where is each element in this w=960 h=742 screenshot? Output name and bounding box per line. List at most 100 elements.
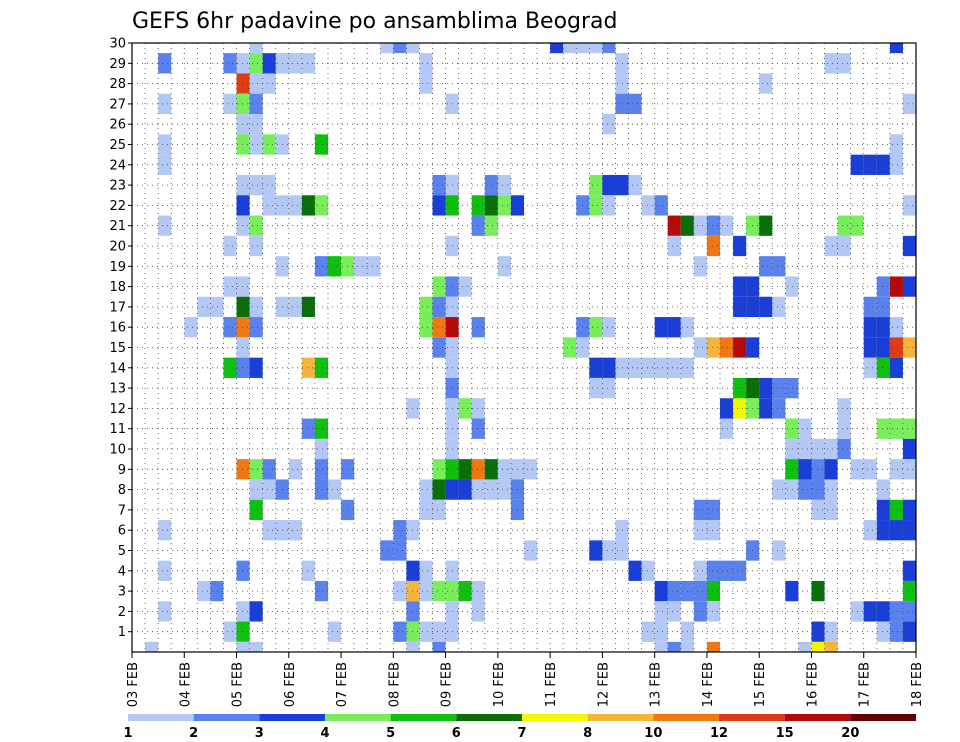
heatmap-cell-224 [772, 296, 786, 318]
heatmap-cell-252 [772, 377, 786, 399]
heatmap-cell-255 [759, 398, 773, 419]
heatmap-cell-74 [236, 641, 250, 652]
y-tick-label-12: 12 [109, 402, 126, 417]
x-tick-label-2: 05 FEB [231, 662, 246, 707]
heatmap-cell-113 [484, 195, 498, 216]
heatmap-cell-370 [902, 580, 916, 602]
heatmap-cell-205 [667, 215, 681, 236]
heatmap-cell-305 [902, 337, 916, 358]
heatmap-cell-218 [733, 276, 747, 297]
heatmap-cell-290 [733, 560, 747, 581]
heatmap-cell-61 [262, 479, 276, 500]
heatmap-cell-285 [876, 520, 890, 541]
heatmap-cell-333 [654, 601, 668, 622]
heatmap-cell-270 [785, 418, 799, 439]
heatmap-cell-95 [328, 479, 342, 500]
heatmap-cell-18 [249, 73, 263, 94]
heatmap-cell-307 [876, 357, 890, 378]
heatmap-cell-313 [902, 459, 916, 480]
colorbar-swatch-7 [587, 714, 654, 721]
heatmap-cell-277 [785, 479, 799, 500]
heatmap-cell-272 [785, 438, 799, 460]
y-tick-label-13: 13 [109, 382, 126, 397]
colorbar-swatch-3 [325, 714, 391, 721]
heatmap-cell-201 [589, 195, 603, 216]
heatmap-cell-350 [876, 154, 890, 175]
heatmap-cell-187 [563, 43, 577, 54]
heatmap-cell-102 [406, 43, 420, 54]
colorbar-label-6: 6 [452, 726, 461, 741]
heatmap-cell-25 [236, 134, 250, 155]
heatmap-cell-246 [589, 377, 603, 399]
heatmap-cell-340 [602, 540, 616, 561]
heatmap-cell-281 [837, 418, 851, 439]
heatmap-cell-346 [811, 641, 825, 652]
heatmap-cell-176 [432, 621, 446, 642]
heatmap-cell-319 [902, 520, 916, 541]
heatmap-cell-339 [589, 540, 603, 561]
heatmap-cell-153 [471, 479, 485, 500]
heatmap-cell-1 [158, 93, 172, 115]
heatmap-cell-120 [497, 256, 511, 277]
heatmap-cell-127 [419, 317, 433, 338]
heatmap-cell-299 [863, 317, 877, 338]
heatmap-cell-365 [889, 276, 903, 297]
heatmap-cell-326 [811, 621, 825, 642]
y-tick-label-19: 19 [109, 260, 126, 275]
heatmap-cell-227 [602, 317, 616, 338]
y-tick-label-22: 22 [109, 199, 126, 214]
heatmap-cell-22 [249, 93, 263, 115]
heatmap-cell-98 [314, 580, 328, 602]
heatmap-cell-116 [471, 215, 485, 236]
heatmap-cell-141 [432, 459, 446, 480]
colorbar-label-20: 20 [841, 726, 859, 741]
heatmap-cell-315 [876, 479, 890, 500]
heatmap-cell-66 [288, 520, 302, 541]
heatmap-cell-3 [158, 154, 172, 175]
heatmap-cell-360 [902, 93, 916, 115]
heatmap-cell-215 [693, 256, 707, 277]
heatmap-cell-295 [693, 580, 707, 602]
colorbar-swatch-0 [128, 714, 194, 721]
heatmap-cell-73 [236, 621, 250, 642]
colorbar-swatch-1 [193, 714, 260, 721]
heatmap-cell-40 [223, 276, 237, 297]
y-tick-label-14: 14 [109, 361, 126, 376]
colorbar-swatch-9 [719, 714, 785, 721]
heatmap-cell-165 [419, 580, 433, 602]
heatmap-cell-374 [889, 621, 903, 642]
heatmap-cell-257 [720, 418, 734, 439]
heatmap-cell-51 [236, 317, 250, 338]
colorbar-swatch-6 [522, 714, 588, 721]
heatmap-cell-121 [432, 276, 446, 297]
heatmap-cell-261 [811, 459, 825, 480]
heatmap-cell-90 [314, 438, 328, 460]
y-tick-label-24: 24 [109, 158, 126, 173]
heatmap-cell-38 [249, 235, 263, 257]
heatmap-cell-361 [889, 134, 903, 155]
heatmap-cell-48 [301, 296, 315, 318]
heatmap-cell-188 [576, 43, 590, 54]
heatmap-cell-349 [863, 154, 877, 175]
y-tick-label-15: 15 [109, 341, 126, 356]
x-tick-label-9: 12 FEB [596, 662, 611, 707]
heatmap-cell-359 [837, 53, 851, 74]
y-axis-ticks: 1234567891011121314151617181920212223242… [109, 37, 132, 640]
x-tick-label-6: 09 FEB [440, 662, 455, 707]
heatmap-cell-296 [706, 580, 720, 602]
heatmap-cell-159 [393, 520, 407, 541]
heatmap-cell-47 [288, 296, 302, 318]
heatmap-cell-291 [720, 560, 734, 581]
heatmap-cell-82 [328, 256, 342, 277]
heatmap-cell-247 [602, 377, 616, 399]
heatmap-cell-152 [458, 479, 472, 500]
heatmap-cell-89 [314, 418, 328, 439]
heatmap-cell-144 [471, 459, 485, 480]
heatmap-cell-59 [262, 459, 276, 480]
x-tick-label-13: 16 FEB [805, 662, 820, 707]
heatmap-cell-110 [432, 195, 446, 216]
heatmap-cell-265 [693, 499, 707, 521]
heatmap-cell-11 [236, 53, 250, 74]
colorbar-label-10: 10 [644, 726, 662, 741]
